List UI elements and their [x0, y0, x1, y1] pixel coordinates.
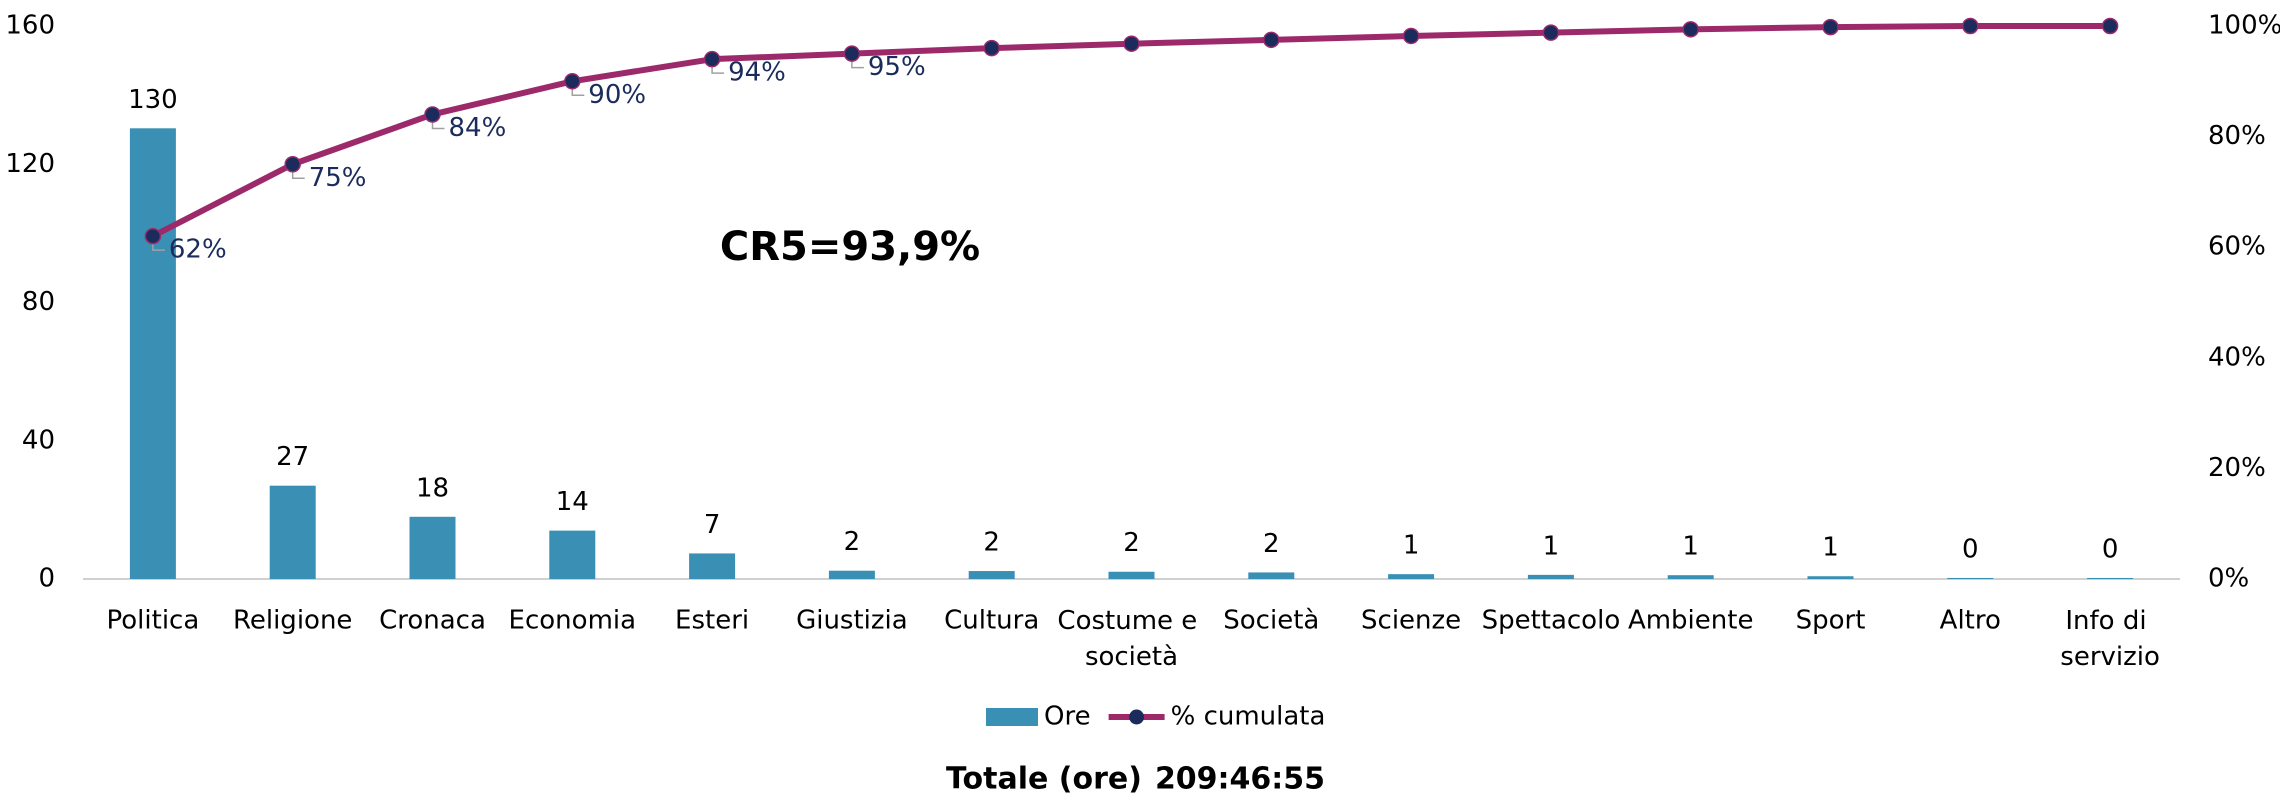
line-marker — [1123, 35, 1140, 52]
x-tick-label: Esteri — [675, 606, 749, 636]
legend-label: % cumulata — [1171, 702, 1326, 732]
line-marker — [424, 106, 441, 123]
annotation: CR5=93,9% — [720, 224, 980, 270]
bar — [1108, 571, 1155, 579]
x-tick-label: Altro — [1940, 606, 2001, 636]
line-value-label: 62% — [169, 235, 227, 265]
line-marker — [284, 156, 301, 173]
line-marker — [2101, 17, 2119, 35]
bar — [1248, 572, 1295, 579]
line-marker — [1542, 24, 1560, 41]
bar — [549, 530, 596, 579]
y2-tick-label: 40% — [2208, 342, 2266, 372]
bar — [689, 553, 736, 579]
bar — [409, 516, 456, 579]
x-tick-label: Cultura — [944, 606, 1039, 636]
x-tick-label: Cronaca — [379, 606, 486, 636]
bar-value-label: 2 — [1263, 529, 1280, 559]
line-marker — [1263, 31, 1280, 49]
line-value-label: 75% — [309, 163, 367, 193]
line-marker — [703, 50, 721, 68]
bar — [2087, 577, 2134, 579]
line-marker — [843, 45, 861, 62]
bar-value-label: 14 — [556, 487, 589, 517]
line-marker — [564, 73, 581, 90]
x-tick-label: Spettacolo — [1482, 606, 1621, 636]
x-tick-label: Religione — [233, 606, 352, 636]
x-tick-label: Società — [1223, 606, 1319, 636]
line-marker — [144, 227, 162, 245]
x-tick-label: Scienze — [1361, 606, 1461, 636]
line-value-label: 94% — [728, 58, 786, 88]
line-marker — [1402, 27, 1420, 45]
bar-value-label: 1 — [1682, 532, 1699, 562]
x-tick-label: Costume e società — [1057, 606, 1205, 672]
cumulative-line — [151, 23, 2111, 239]
bar — [129, 128, 176, 579]
line-marker — [1682, 21, 1699, 38]
bar — [1667, 575, 1714, 579]
y-tick-label: 0 — [38, 564, 55, 594]
footer-value: 209:46:55 — [1155, 762, 1325, 795]
bar-value-label: 0 — [1962, 534, 1979, 564]
y2-tick-label: 0% — [2208, 564, 2249, 594]
x-tick-label: Sport — [1796, 606, 1866, 636]
x-tick-label: Economia — [509, 606, 637, 636]
bar-value-label: 1 — [1543, 531, 1560, 561]
y2-tick-label: 20% — [2208, 453, 2266, 483]
x-tick-label: Ambiente — [1628, 606, 1754, 636]
y2-tick-label: 100% — [2208, 11, 2280, 41]
bar-value-label: 0 — [2102, 534, 2119, 564]
x-tick-label: Giustizia — [796, 606, 908, 636]
line-value-label: 95% — [868, 52, 926, 82]
bar-value-label: 1 — [1822, 533, 1839, 563]
bar — [1807, 576, 1854, 579]
bar — [1388, 574, 1435, 579]
bar-value-label: 1 — [1403, 531, 1420, 561]
x-tick-label: Info di servizio — [2060, 606, 2160, 672]
y-tick-label: 80 — [22, 287, 55, 317]
bar-value-label: 7 — [704, 510, 721, 540]
y-tick-label: 40 — [22, 425, 55, 455]
bar-value-label: 27 — [276, 442, 309, 472]
bar-value-label: 2 — [1123, 528, 1140, 558]
bar — [1947, 577, 1994, 579]
footer-label: Totale (ore) — [946, 762, 1142, 795]
x-tick-label: Politica — [107, 606, 200, 636]
y-tick-label: 120 — [5, 149, 55, 179]
bar-value-label: 18 — [416, 473, 449, 503]
bar — [1527, 574, 1574, 579]
bar — [269, 485, 316, 579]
bar — [828, 570, 875, 579]
bar-value-label: 130 — [128, 85, 178, 115]
line-marker — [1822, 18, 1839, 36]
bar-value-label: 2 — [983, 528, 1000, 558]
y-tick-label: 160 — [5, 11, 55, 41]
line-marker — [983, 39, 1000, 57]
legend-swatch — [986, 708, 1038, 726]
y2-tick-label: 80% — [2208, 121, 2266, 151]
y2-tick-label: 60% — [2208, 232, 2266, 262]
bar-value-label: 2 — [844, 527, 861, 557]
line-value-label: 90% — [588, 80, 646, 110]
line-marker — [1962, 17, 1979, 35]
bar — [968, 571, 1015, 579]
legend-marker — [1129, 709, 1145, 725]
line-value-label: 84% — [449, 113, 507, 143]
legend-label: Ore — [1044, 702, 1091, 732]
